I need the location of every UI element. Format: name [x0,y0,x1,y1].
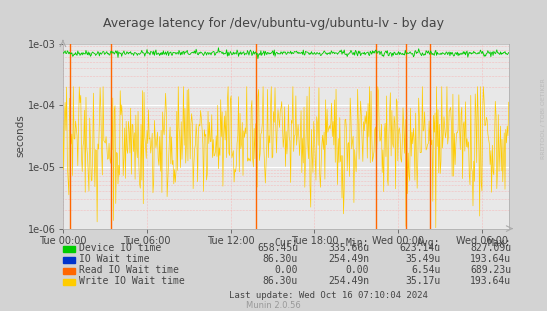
Text: 689.23u: 689.23u [470,265,511,275]
Text: 335.66u: 335.66u [328,244,369,253]
Text: Min:: Min: [346,238,369,248]
Text: Max:: Max: [488,238,511,248]
Text: Last update: Wed Oct 16 07:10:04 2024: Last update: Wed Oct 16 07:10:04 2024 [229,291,428,300]
Text: Read IO Wait time: Read IO Wait time [79,265,179,275]
Text: Avg:: Avg: [417,238,440,248]
Text: 86.30u: 86.30u [263,276,298,286]
Text: RRDTOOL / TOBI OETIKER: RRDTOOL / TOBI OETIKER [541,78,546,159]
Text: 254.49n: 254.49n [328,254,369,264]
Text: 254.49n: 254.49n [328,276,369,286]
Y-axis label: seconds: seconds [15,115,25,157]
Text: 35.17u: 35.17u [405,276,440,286]
Text: 193.64u: 193.64u [470,276,511,286]
Text: 6.54u: 6.54u [411,265,440,275]
Text: 623.14u: 623.14u [399,244,440,253]
Text: 0.00: 0.00 [346,265,369,275]
Text: 35.49u: 35.49u [405,254,440,264]
Text: 193.64u: 193.64u [470,254,511,264]
Text: Munin 2.0.56: Munin 2.0.56 [246,301,301,310]
Text: Cur:: Cur: [275,238,298,248]
Text: 658.45u: 658.45u [257,244,298,253]
Text: Average latency for /dev/ubuntu-vg/ubuntu-lv - by day: Average latency for /dev/ubuntu-vg/ubunt… [103,17,444,30]
Text: IO Wait time: IO Wait time [79,254,150,264]
Text: 0.00: 0.00 [275,265,298,275]
Text: 827.09u: 827.09u [470,244,511,253]
Text: Device IO time: Device IO time [79,244,161,253]
Text: 86.30u: 86.30u [263,254,298,264]
Text: Write IO Wait time: Write IO Wait time [79,276,185,286]
